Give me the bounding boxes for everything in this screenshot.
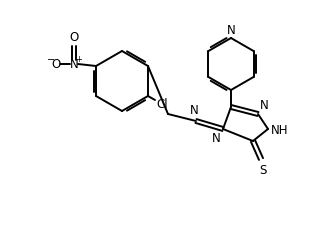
Text: S: S [259, 163, 267, 176]
Text: NH: NH [271, 123, 289, 136]
Text: −: − [47, 55, 55, 65]
Text: N: N [260, 98, 269, 112]
Text: N: N [212, 131, 221, 144]
Text: N: N [226, 24, 236, 37]
Text: O: O [70, 31, 79, 44]
Text: Cl: Cl [156, 98, 168, 111]
Text: +: + [76, 55, 82, 64]
Text: N: N [190, 104, 198, 117]
Text: O: O [51, 58, 60, 71]
Text: N: N [70, 57, 78, 70]
